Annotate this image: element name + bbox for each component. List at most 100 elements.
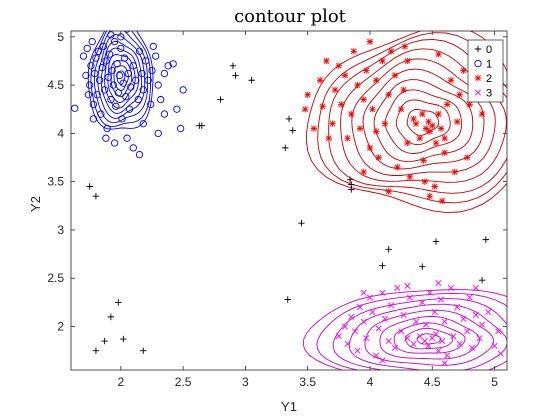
data-point-series-3: [388, 302, 395, 309]
data-point-series-1: [144, 76, 152, 84]
data-point-series-2: [439, 197, 446, 205]
data-point-series-2: [344, 135, 351, 142]
data-point-series-2: [426, 128, 433, 135]
data-point-series-1: [142, 57, 150, 65]
data-point-series-2: [338, 101, 345, 108]
y-tick-label: 3.5: [47, 175, 64, 189]
data-point-series-1: [102, 57, 110, 65]
data-point-series-2: [301, 106, 309, 113]
data-point-series-2: [373, 77, 380, 84]
data-point-series-3: [416, 333, 423, 340]
data-point-series-1: [117, 44, 125, 53]
data-point-series-1: [139, 86, 147, 94]
data-point-series-0: [482, 236, 490, 243]
data-point-series-3: [422, 321, 430, 328]
data-point-series-1: [79, 52, 88, 60]
data-point-series-2: [397, 106, 405, 113]
data-point-series-1: [154, 81, 162, 89]
data-point-series-1: [71, 104, 79, 112]
data-point-series-2: [369, 106, 376, 113]
x-tick-label: 5: [491, 375, 498, 389]
contour-line-series-3: [416, 333, 442, 345]
data-point-series-0: [379, 262, 386, 269]
data-point-series-1: [98, 64, 106, 72]
data-point-series-3: [491, 342, 498, 349]
data-point-series-1: [105, 50, 114, 58]
data-point-series-2: [410, 115, 417, 123]
data-point-series-0: [282, 144, 289, 152]
data-point-series-2: [426, 192, 433, 200]
data-point-series-3: [447, 284, 454, 291]
data-point-series-1: [160, 69, 169, 78]
data-point-series-3: [441, 360, 448, 367]
data-point-series-1: [123, 31, 131, 33]
data-point-series-0: [478, 276, 486, 284]
contour-line-series-2: [305, 31, 507, 214]
data-point-series-3: [460, 315, 467, 322]
data-point-series-2: [331, 86, 339, 94]
data-point-series-1: [112, 102, 120, 110]
data-point-series-0: [101, 337, 108, 345]
data-point-series-0: [92, 192, 100, 200]
data-point-series-2: [416, 135, 423, 142]
data-point-series-2: [400, 86, 407, 94]
data-point-series-0: [419, 263, 426, 270]
data-point-series-3: [394, 284, 401, 291]
data-point-series-2: [335, 62, 343, 69]
data-point-series-2: [460, 67, 467, 74]
data-point-series-3: [454, 304, 461, 311]
data-point-series-0: [248, 77, 255, 84]
data-point-series-1: [115, 71, 124, 80]
data-point-series-3: [335, 333, 342, 340]
data-point-series-2: [360, 96, 367, 103]
data-point-series-2: [444, 101, 451, 108]
data-point-series-2: [420, 157, 427, 164]
data-point-series-0: [289, 127, 296, 134]
data-point-series-2: [304, 91, 311, 98]
data-point-series-2: [425, 118, 432, 125]
data-point-series-2: [432, 139, 440, 147]
y-tick-label: 2: [57, 320, 64, 334]
data-point-series-2: [406, 173, 414, 181]
data-point-series-3: [450, 333, 457, 340]
data-point-series-2: [387, 48, 395, 55]
data-point-series-2: [456, 91, 463, 98]
data-point-series-3: [456, 340, 463, 347]
data-point-series-1: [86, 81, 94, 89]
data-point-series-1: [109, 81, 118, 89]
data-point-series-1: [127, 83, 135, 91]
data-point-series-1: [135, 47, 144, 55]
data-point-series-2: [373, 128, 380, 135]
contour-line-series-2: [351, 58, 496, 176]
data-point-series-1: [125, 105, 134, 113]
data-point-series-2: [394, 163, 401, 171]
data-point-series-3: [476, 335, 483, 342]
data-point-series-1: [134, 95, 142, 104]
contour-line-series-3: [348, 303, 507, 370]
data-point-series-2: [366, 144, 374, 152]
data-point-series-2: [412, 120, 420, 127]
data-point-series-2: [323, 57, 330, 65]
data-point-series-1: [103, 124, 111, 133]
data-point-series-1: [107, 31, 115, 39]
data-point-series-0: [140, 347, 147, 354]
data-point-series-3: [385, 337, 392, 345]
data-point-series-3: [472, 284, 479, 291]
y-tick-label: 2.5: [47, 271, 64, 285]
data-point-series-3: [406, 294, 413, 301]
data-point-series-0: [198, 122, 205, 129]
data-point-series-2: [310, 125, 318, 132]
data-point-series-2: [329, 120, 336, 127]
data-point-series-3: [354, 347, 361, 354]
data-point-series-3: [398, 328, 405, 335]
data-point-series-3: [495, 328, 502, 335]
data-point-series-3: [410, 340, 417, 347]
data-point-series-3: [497, 350, 504, 357]
legend: 0 1 2 3: [467, 39, 504, 103]
x-tick-label: 3: [242, 375, 249, 389]
data-point-series-2: [379, 57, 386, 65]
data-point-series-3: [432, 331, 440, 338]
data-point-series-2: [451, 168, 458, 176]
data-point-series-2: [401, 43, 409, 50]
